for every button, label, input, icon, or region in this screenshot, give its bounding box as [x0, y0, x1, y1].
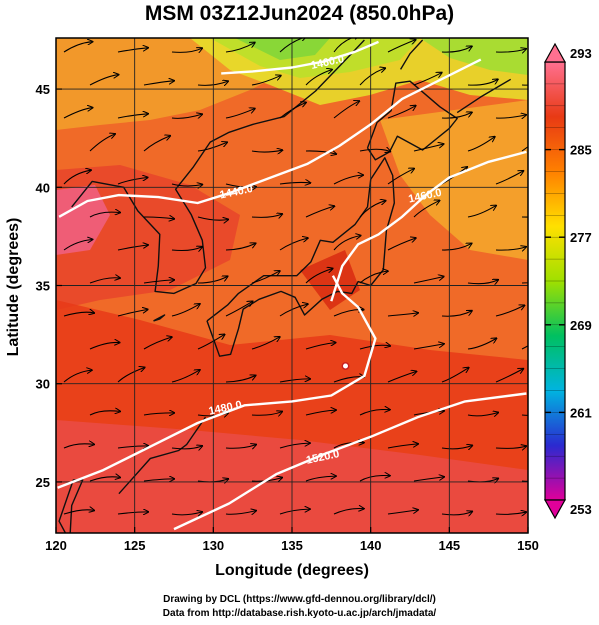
contour-line — [173, 392, 527, 531]
colorbar-label: 253 — [570, 502, 592, 517]
colorbar-label: 277 — [570, 230, 592, 245]
x-tick-label: 145 — [438, 538, 460, 553]
y-tick-label: 40 — [36, 180, 50, 195]
x-tick-label: 150 — [517, 538, 539, 553]
colorbar-label: 285 — [570, 143, 592, 158]
x-tick-label: 130 — [202, 538, 224, 553]
colorbar-max-triangle — [543, 42, 567, 63]
x-tick-label: 140 — [360, 538, 382, 553]
contour-line — [221, 40, 379, 75]
center-marker — [341, 362, 350, 370]
typhoon-marker — [341, 362, 350, 370]
x-axis-ticks: 120 125 130 135 140 145 150 — [45, 527, 539, 553]
page-title: MSM 03Z12Jun2024 (850.0hPa) — [144, 2, 455, 25]
height-contours — [57, 40, 527, 531]
y-tick-label: 45 — [36, 82, 50, 97]
y-axis-label: Latitude (degrees) — [5, 218, 22, 357]
x-tick-label: 135 — [281, 538, 303, 553]
y-tick-label: 25 — [36, 475, 50, 490]
contour-line — [57, 275, 377, 489]
x-tick-label: 120 — [45, 538, 67, 553]
colorbar-label: 293 — [570, 46, 592, 61]
contour-line — [58, 58, 482, 218]
x-axis-label: Longitude (degrees) — [215, 562, 369, 579]
x-tick-label: 125 — [124, 538, 146, 553]
colorbar-label: 269 — [570, 318, 592, 333]
colorbar: 293 285 277 269 261 253 — [543, 42, 592, 520]
y-tick-label: 35 — [36, 279, 50, 294]
lat-lon-grid — [56, 38, 528, 533]
credit-drawing: Drawing by DCL (https://www.gfd-dennou.o… — [163, 594, 436, 605]
contour-line — [330, 150, 527, 302]
colorbar-min-triangle — [543, 499, 567, 520]
y-tick-label: 30 — [36, 377, 50, 392]
y-axis-ticks: 25 30 35 40 45 — [36, 82, 62, 490]
colorbar-label: 261 — [570, 405, 592, 420]
credit-data-source: Data from http://database.rish.kyoto-u.a… — [162, 608, 437, 619]
